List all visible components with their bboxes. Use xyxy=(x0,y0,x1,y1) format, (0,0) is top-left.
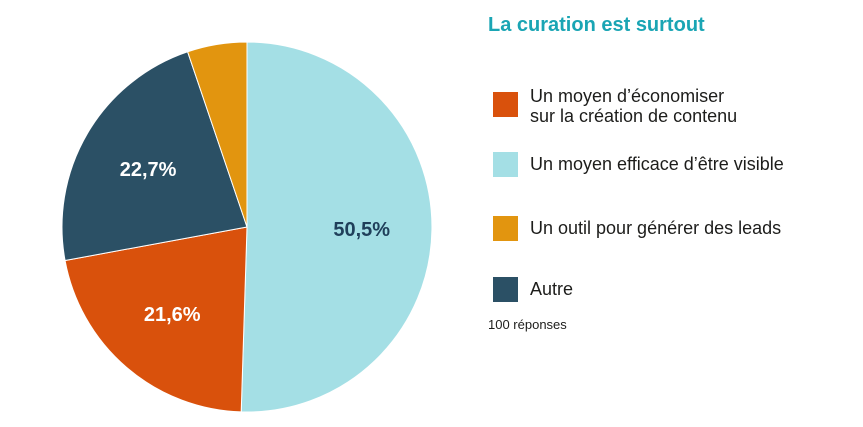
legend: Un moyen d’économiser sur la création de… xyxy=(493,0,853,427)
legend-label: Autre xyxy=(530,279,574,299)
response-count: 100 réponses xyxy=(488,317,567,332)
pie-slice xyxy=(64,226,248,413)
legend-swatch xyxy=(493,216,518,241)
legend-item-economiser: Un moyen d’économiser sur la création de… xyxy=(493,86,737,126)
legend-label: Un outil pour générer des leads xyxy=(530,218,782,238)
pie-slice xyxy=(61,51,248,262)
pie-slice xyxy=(240,41,433,413)
legend-label: Un moyen efficace d’être visible xyxy=(530,154,784,174)
legend-swatch xyxy=(493,92,518,117)
chart-title: La curation est surtout xyxy=(488,14,705,36)
slice-value-label: 50,5% xyxy=(333,219,390,241)
legend-item-leads: Un outil pour générer des leads xyxy=(493,216,781,241)
slice-value-label: 21,6% xyxy=(144,304,201,326)
pie-slice xyxy=(186,41,248,228)
legend-item-autre: Autre xyxy=(493,277,573,302)
legend-swatch xyxy=(493,277,518,302)
legend-swatch xyxy=(493,152,518,177)
slice-value-label: 22,7% xyxy=(120,159,177,181)
legend-label: Un moyen d’économiser sur la création de… xyxy=(530,86,738,126)
pie-svg: 50,5% 21,6% 22,7% xyxy=(61,41,433,413)
pie-chart: 50,5% 21,6% 22,7% xyxy=(61,41,433,413)
legend-item-visible: Un moyen efficace d’être visible xyxy=(493,152,784,177)
